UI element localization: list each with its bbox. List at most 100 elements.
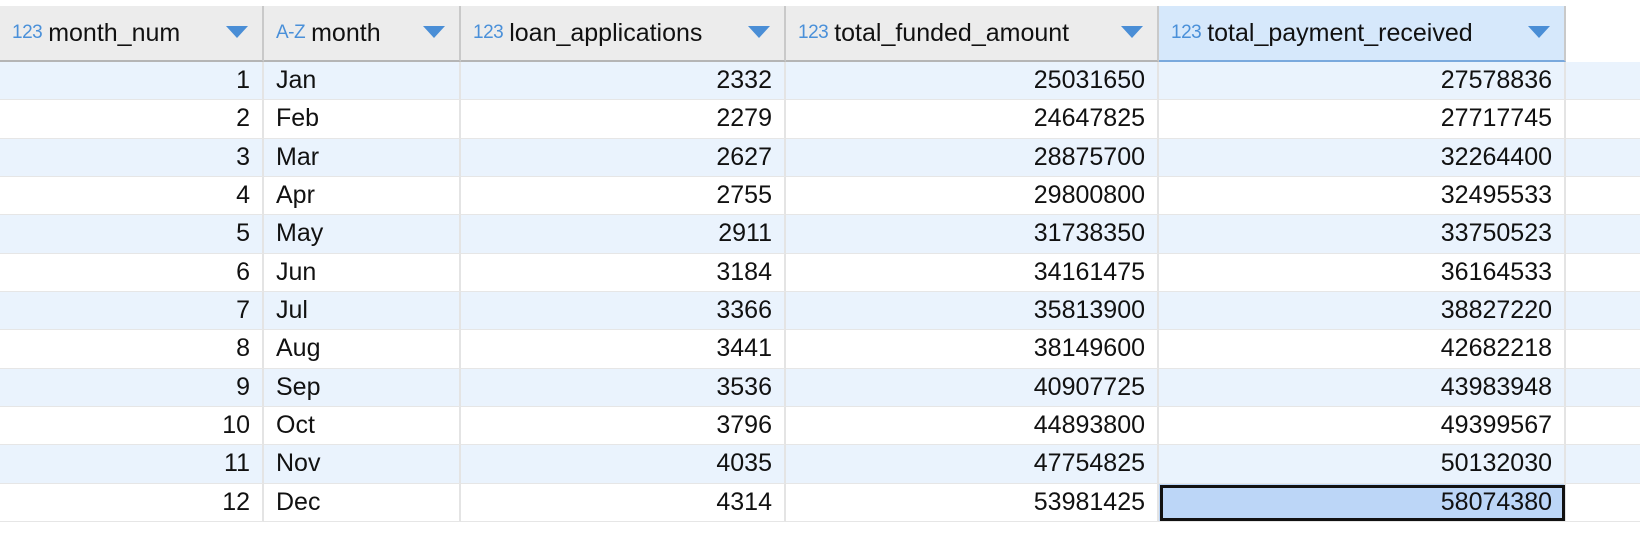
cell-total-funded-amount[interactable]: 31738350	[786, 215, 1159, 254]
cell-month[interactable]: Jul	[264, 291, 461, 331]
cell-month-num[interactable]: 12	[0, 483, 264, 522]
table-row[interactable]: 5 May 2911 31738350 33750523	[0, 215, 1640, 254]
cell-month[interactable]: Oct	[264, 406, 461, 446]
row-filler	[1566, 139, 1640, 177]
table-row[interactable]: 2 Feb 2279 24647825 27717745	[0, 100, 1640, 139]
table-row[interactable]: 10 Oct 3796 44893800 49399567	[0, 406, 1640, 446]
cell-month[interactable]: May	[264, 215, 461, 254]
cell-loan-applications[interactable]: 3441	[461, 330, 786, 369]
header-filler	[1566, 6, 1640, 62]
cell-total-payment-received[interactable]: 33750523	[1159, 215, 1566, 254]
cell-total-payment-received[interactable]: 50132030	[1159, 445, 1566, 484]
cell-loan-applications[interactable]: 2279	[461, 100, 786, 139]
cell-total-payment-received[interactable]: 27717745	[1159, 100, 1566, 139]
row-filler	[1566, 62, 1640, 101]
cell-month-num[interactable]: 8	[0, 330, 264, 369]
cell-total-payment-received[interactable]: 58074380	[1159, 483, 1566, 522]
numeric-type-icon: 123	[1171, 22, 1202, 43]
cell-month[interactable]: Dec	[264, 483, 461, 522]
cell-month-num[interactable]: 7	[0, 291, 264, 331]
cell-total-funded-amount[interactable]: 40907725	[786, 368, 1159, 407]
cell-total-payment-received[interactable]: 38827220	[1159, 291, 1566, 331]
cell-month-num[interactable]: 4	[0, 176, 264, 216]
chevron-down-icon[interactable]	[1121, 26, 1143, 38]
row-filler	[1566, 100, 1640, 139]
table-row[interactable]: 4 Apr 2755 29800800 32495533	[0, 176, 1640, 216]
cell-total-payment-received[interactable]: 32495533	[1159, 176, 1566, 216]
cell-total-funded-amount[interactable]: 44893800	[786, 406, 1159, 446]
cell-total-funded-amount[interactable]: 47754825	[786, 445, 1159, 484]
cell-month[interactable]: Jun	[264, 253, 461, 292]
row-filler	[1566, 254, 1640, 292]
numeric-type-icon: 123	[12, 22, 43, 43]
cell-total-funded-amount[interactable]: 29800800	[786, 176, 1159, 216]
cell-total-payment-received[interactable]: 49399567	[1159, 406, 1566, 446]
chevron-down-icon[interactable]	[748, 26, 770, 38]
cell-month[interactable]: Sep	[264, 368, 461, 407]
cell-month[interactable]: Nov	[264, 445, 461, 484]
table-row[interactable]: 6 Jun 3184 34161475 36164533	[0, 253, 1640, 292]
table-row[interactable]: 3 Mar 2627 28875700 32264400	[0, 138, 1640, 177]
cell-loan-applications[interactable]: 3366	[461, 291, 786, 331]
grid-body: 1 Jan 2332 25031650 27578836 2 Feb 2279 24647825…	[0, 62, 1640, 522]
column-header-row: 123 month_num A-Z month 123 loan_applica…	[0, 0, 1640, 62]
table-row[interactable]: 7 Jul 3366 35813900 38827220	[0, 291, 1640, 331]
cell-month-num[interactable]: 11	[0, 445, 264, 484]
cell-month-num[interactable]: 6	[0, 253, 264, 292]
cell-total-funded-amount[interactable]: 24647825	[786, 100, 1159, 139]
cell-total-funded-amount[interactable]: 53981425	[786, 483, 1159, 522]
cell-total-payment-received[interactable]: 32264400	[1159, 138, 1566, 177]
column-header-month[interactable]: A-Z month	[264, 6, 461, 62]
chevron-down-icon[interactable]	[1528, 26, 1550, 38]
cell-total-payment-received[interactable]: 42682218	[1159, 330, 1566, 369]
cell-loan-applications[interactable]: 4314	[461, 483, 786, 522]
cell-month-num[interactable]: 5	[0, 215, 264, 254]
cell-loan-applications[interactable]: 2332	[461, 62, 786, 101]
table-row[interactable]: 9 Sep 3536 40907725 43983948	[0, 368, 1640, 407]
table-row[interactable]: 8 Aug 3441 38149600 42682218	[0, 330, 1640, 369]
cell-month[interactable]: Feb	[264, 100, 461, 139]
cell-total-funded-amount[interactable]: 34161475	[786, 253, 1159, 292]
cell-month[interactable]: Aug	[264, 330, 461, 369]
chevron-down-icon[interactable]	[423, 26, 445, 38]
cell-total-funded-amount[interactable]: 35813900	[786, 291, 1159, 331]
cell-total-funded-amount[interactable]: 38149600	[786, 330, 1159, 369]
row-filler	[1566, 369, 1640, 407]
cell-month-num[interactable]: 1	[0, 62, 264, 101]
column-header-label: month_num	[48, 18, 181, 47]
cell-total-funded-amount[interactable]: 25031650	[786, 62, 1159, 101]
text-type-icon: A-Z	[276, 22, 306, 43]
table-row[interactable]: 11 Nov 4035 47754825 50132030	[0, 445, 1640, 484]
chevron-down-icon[interactable]	[226, 26, 248, 38]
cell-loan-applications[interactable]: 2911	[461, 215, 786, 254]
column-header-label: loan_applications	[509, 18, 703, 47]
cell-month-num[interactable]: 9	[0, 368, 264, 407]
cell-loan-applications[interactable]: 3536	[461, 368, 786, 407]
row-filler	[1566, 330, 1640, 369]
row-filler	[1566, 445, 1640, 484]
cell-month-num[interactable]: 10	[0, 406, 264, 446]
cell-month-num[interactable]: 3	[0, 138, 264, 177]
cell-total-payment-received[interactable]: 27578836	[1159, 62, 1566, 101]
cell-total-funded-amount[interactable]: 28875700	[786, 138, 1159, 177]
column-header-total-payment-received[interactable]: 123 total_payment_received	[1159, 6, 1566, 62]
cell-loan-applications[interactable]: 2755	[461, 176, 786, 216]
table-row[interactable]: 12 Dec 4314 53981425 58074380	[0, 483, 1640, 522]
cell-loan-applications[interactable]: 4035	[461, 445, 786, 484]
cell-loan-applications[interactable]: 3184	[461, 253, 786, 292]
cell-month[interactable]: Apr	[264, 176, 461, 216]
cell-total-payment-received[interactable]: 43983948	[1159, 368, 1566, 407]
table-row[interactable]: 1 Jan 2332 25031650 27578836	[0, 62, 1640, 101]
cell-loan-applications[interactable]: 3796	[461, 406, 786, 446]
row-filler	[1566, 177, 1640, 216]
column-header-loan-applications[interactable]: 123 loan_applications	[461, 6, 786, 62]
cell-month-num[interactable]: 2	[0, 100, 264, 139]
cell-total-payment-received[interactable]: 36164533	[1159, 253, 1566, 292]
column-header-total-funded-amount[interactable]: 123 total_funded_amount	[786, 6, 1159, 62]
cell-month[interactable]: Mar	[264, 138, 461, 177]
cell-loan-applications[interactable]: 2627	[461, 138, 786, 177]
column-header-label: total_payment_received	[1207, 18, 1473, 47]
column-header-month-num[interactable]: 123 month_num	[0, 6, 264, 62]
cell-month[interactable]: Jan	[264, 62, 461, 101]
